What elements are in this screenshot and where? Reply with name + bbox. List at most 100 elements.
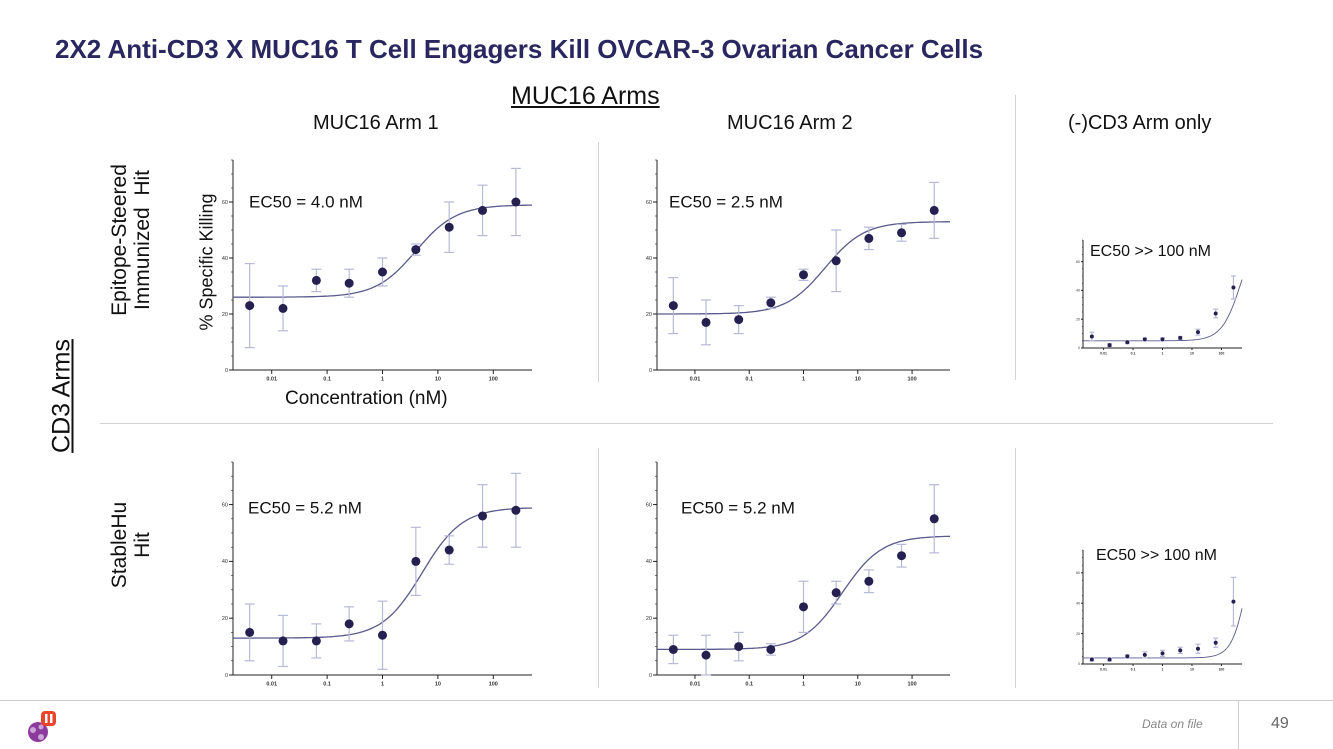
data-point — [701, 317, 711, 327]
data-point — [701, 650, 711, 660]
chart-stablehu-arm2: 0 20 40 60 0.01 0.1 1 10 100 EC50 = 5.2 nM — [646, 461, 951, 688]
x-tick-label: 1 — [381, 682, 384, 688]
ec50-annotation: EC50 >> 100 nM — [1090, 243, 1211, 260]
data-point — [1107, 343, 1112, 348]
column-label-arm1: MUC16 Arm 1 — [313, 112, 439, 134]
data-point — [1142, 337, 1147, 342]
y-tick-label: 60 — [646, 502, 652, 508]
y-tick-label: 0 — [1078, 662, 1080, 666]
data-point — [799, 270, 808, 280]
y-tick-label: 60 — [1076, 571, 1080, 575]
fit-curve — [657, 221, 950, 315]
data-point — [1107, 657, 1112, 662]
ec50-annotation: EC50 = 4.0 nM — [249, 193, 363, 212]
chart-epitope-arm2: 0 20 40 60 0.01 0.1 1 10 100 EC50 = 2.5 nM — [646, 159, 950, 383]
y-tick-label: 60 — [1076, 260, 1080, 264]
x-tick-label: 1 — [1162, 352, 1164, 356]
data-point — [864, 576, 874, 586]
y-tick-label: 60 — [646, 200, 652, 206]
column-group-label: MUC16 Arms — [511, 82, 660, 110]
data-point — [344, 619, 354, 629]
y-tick-label: 0 — [225, 368, 228, 374]
data-point — [1089, 334, 1094, 339]
data-point — [831, 256, 841, 266]
x-tick-label: 100 — [907, 682, 916, 688]
data-point — [1125, 654, 1130, 659]
data-point — [929, 514, 939, 524]
x-tick-label: 1 — [802, 377, 805, 383]
data-point — [478, 205, 488, 215]
x-tick-label: 0.1 — [1131, 352, 1136, 356]
chart-epitope-arm1: 0 20 40 60 0.01 0.1 1 10 100 EC50 = 4.0 nM — [222, 159, 532, 383]
row-divider — [100, 423, 1273, 424]
data-point — [1089, 657, 1094, 662]
x-tick-label: 0.1 — [1131, 668, 1136, 672]
y-tick-label: 0 — [1078, 346, 1080, 350]
data-point — [245, 301, 255, 311]
data-point — [668, 644, 678, 654]
y-tick-label: 20 — [1076, 632, 1080, 636]
y-tick-label: 20 — [646, 312, 652, 318]
y-tick-label: 20 — [222, 312, 228, 318]
data-point — [1178, 648, 1183, 653]
data-point — [311, 636, 321, 646]
y-tick-label: 20 — [222, 616, 228, 622]
data-point — [897, 551, 907, 561]
data-point — [245, 627, 255, 637]
y-tick-label: 20 — [1076, 317, 1080, 321]
data-point — [1213, 311, 1218, 316]
chart-stablehu-cd3only: 0 20 40 60 0.01 0.1 1 10 100 EC50 >> 100 nM — [1076, 547, 1243, 672]
footer-divider — [1238, 700, 1239, 749]
data-point — [444, 222, 454, 232]
data-point — [311, 275, 321, 285]
chart-epitope-cd3only: 0 20 40 60 0.01 0.1 1 10 100 EC50 >> 100 nM — [1076, 239, 1243, 356]
page-title: 2X2 Anti-CD3 X MUC16 T Cell Engagers Kil… — [55, 34, 984, 64]
x-tick-label: 100 — [489, 377, 498, 383]
y-tick-label: 40 — [222, 559, 228, 565]
data-point — [278, 303, 288, 313]
y-tick-label: 40 — [646, 256, 652, 262]
company-logo-icon — [28, 711, 56, 742]
x-tick-label: 100 — [907, 377, 916, 383]
data-point — [1142, 652, 1147, 657]
y-tick-label: 0 — [649, 673, 652, 679]
x-tick-label: 10 — [435, 377, 441, 383]
x-tick-label: 10 — [855, 682, 861, 688]
data-point — [411, 245, 421, 255]
x-tick-label: 0.1 — [745, 377, 753, 383]
data-point — [1178, 335, 1183, 340]
data-point — [1160, 337, 1165, 342]
data-point — [734, 642, 744, 652]
y-tick-label: 40 — [646, 559, 652, 565]
x-tick-label: 100 — [489, 682, 498, 688]
x-tick-label: 0.1 — [323, 377, 331, 383]
ec50-annotation: EC50 = 5.2 nM — [248, 499, 362, 518]
grid-divider — [1015, 95, 1016, 380]
x-tick-label: 0.01 — [266, 682, 277, 688]
ec50-annotation: EC50 = 5.2 nM — [681, 499, 795, 518]
column-label-cd3-only: (-)CD3 Arm only — [1068, 112, 1212, 134]
grid-divider — [1015, 448, 1016, 688]
data-point — [831, 588, 841, 598]
y-tick-label: 40 — [222, 256, 228, 262]
x-tick-label: 0.01 — [1100, 352, 1107, 356]
x-tick-label: 0.01 — [690, 682, 701, 688]
data-point — [478, 511, 488, 521]
x-tick-label: 10 — [1190, 352, 1194, 356]
x-tick-label: 100 — [1218, 352, 1224, 356]
x-tick-label: 1 — [802, 682, 805, 688]
x-axis-title: Concentration (nM) — [285, 388, 448, 409]
data-point — [1125, 340, 1130, 345]
data-point — [766, 298, 776, 308]
footer-note: Data on file — [1142, 717, 1203, 731]
column-label-arm2: MUC16 Arm 2 — [727, 112, 853, 134]
x-tick-label: 1 — [1162, 668, 1164, 672]
data-point — [511, 197, 521, 207]
x-tick-label: 0.01 — [266, 377, 277, 383]
data-point — [734, 315, 744, 325]
data-point — [411, 556, 421, 566]
y-tick-label: 0 — [649, 368, 652, 374]
y-tick-label: 60 — [222, 502, 228, 508]
x-tick-label: 0.1 — [323, 682, 331, 688]
data-point — [668, 301, 678, 311]
